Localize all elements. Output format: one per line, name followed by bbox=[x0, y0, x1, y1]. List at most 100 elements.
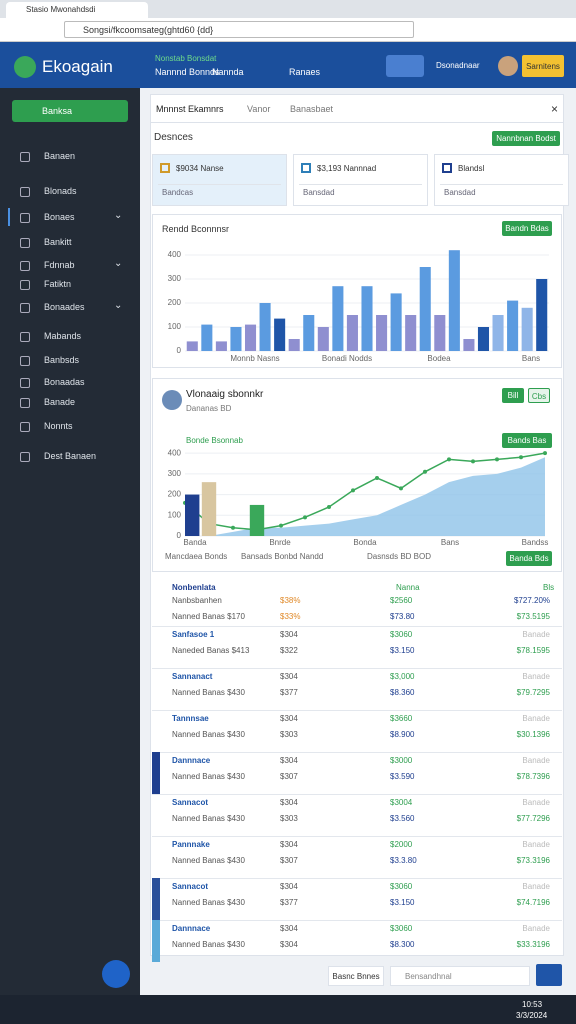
x-tick-label: Monnb Nasns bbox=[230, 354, 279, 363]
sidebar-item[interactable]: Bonaadas bbox=[44, 377, 85, 387]
action-button[interactable]: Sarnitens bbox=[522, 55, 564, 77]
user-name[interactable]: Dsonadnaar bbox=[436, 61, 480, 70]
bar bbox=[536, 279, 548, 351]
bar bbox=[434, 315, 446, 351]
table-cell: $304 bbox=[280, 840, 298, 849]
table-cell: Dannnace bbox=[172, 924, 211, 933]
table-cell: $3060 bbox=[390, 924, 413, 933]
table-header: Bls bbox=[543, 583, 555, 592]
fab[interactable] bbox=[102, 960, 130, 988]
chart-button[interactable]: Bill bbox=[502, 388, 524, 403]
chart-footer: Mancdaea Bonds bbox=[165, 552, 227, 561]
x-tick-label: Bans bbox=[522, 354, 540, 363]
x-tick-label: Bonda bbox=[353, 538, 377, 547]
point bbox=[519, 455, 523, 460]
bar bbox=[376, 315, 388, 351]
sidebar bbox=[0, 88, 140, 995]
nav-caption: Nonstab Bonsdat bbox=[155, 54, 217, 63]
point bbox=[423, 469, 427, 474]
x-tick-label: Bnrde bbox=[269, 538, 291, 547]
x-tick-label: Bodea bbox=[427, 354, 451, 363]
point bbox=[447, 457, 451, 462]
card-search[interactable]: Bansdad bbox=[440, 184, 563, 200]
sidebar-icon bbox=[20, 452, 30, 462]
sidebar-icon bbox=[20, 213, 30, 223]
section-title: Desnces bbox=[154, 132, 193, 143]
bar bbox=[230, 327, 242, 351]
clock-time: 10:53 bbox=[522, 1000, 543, 1009]
bar bbox=[361, 286, 373, 351]
sidebar-item[interactable]: Bonaes bbox=[44, 212, 75, 222]
tab[interactable]: Mnnnst Ekamnrs bbox=[156, 104, 224, 114]
y-tick-label: 100 bbox=[168, 322, 182, 331]
chevron: ⌄ bbox=[114, 210, 123, 221]
bar bbox=[332, 286, 344, 351]
table-cell: $3060 bbox=[390, 882, 413, 891]
sidebar-item[interactable]: Dest Banaen bbox=[44, 451, 97, 461]
sidebar-item[interactable]: Fdnnab bbox=[44, 260, 75, 270]
nav-link[interactable]: Nannda bbox=[212, 67, 244, 77]
sidebar-item[interactable]: Bonaades bbox=[44, 302, 85, 312]
area-chart: 0 100 200 300 400 Banda Bnrde Bonda Bans Bandss Ma… bbox=[165, 448, 548, 561]
taskbar bbox=[0, 995, 576, 1024]
nav-link[interactable]: Nannnd Bonnds bbox=[155, 67, 220, 77]
table-cell: $3004 bbox=[390, 798, 413, 807]
y-tick-label: 0 bbox=[177, 531, 182, 540]
sidebar-item[interactable]: Banbsds bbox=[44, 355, 80, 365]
tab[interactable]: Banasbaet bbox=[290, 104, 334, 114]
chart-button[interactable]: Cbs bbox=[528, 388, 550, 403]
sidebar-item[interactable]: Bankitt bbox=[44, 237, 72, 247]
sidebar-button[interactable]: Banksa bbox=[12, 100, 128, 122]
close-icon[interactable]: × bbox=[551, 102, 559, 116]
bar bbox=[249, 504, 265, 536]
bar bbox=[346, 315, 358, 351]
x-tick-label: Bans bbox=[441, 538, 459, 547]
point bbox=[327, 505, 331, 509]
sidebar-item[interactable]: Nonnts bbox=[44, 421, 73, 431]
icon-button[interactable] bbox=[386, 55, 424, 77]
bar bbox=[477, 327, 490, 351]
footer-button[interactable]: Basnc Bnnes bbox=[328, 966, 384, 986]
table-cell: $304 bbox=[280, 756, 298, 765]
logo: Ekoagain bbox=[42, 57, 113, 76]
card-search[interactable]: Bandcas bbox=[158, 184, 281, 200]
avatar[interactable] bbox=[498, 56, 518, 76]
bar bbox=[288, 339, 300, 351]
bar bbox=[244, 324, 257, 351]
clock-date: 3/3/2024 bbox=[516, 1011, 548, 1020]
table-cell: Nanned Banas $430 bbox=[172, 856, 245, 865]
table-cell: Pannnake bbox=[172, 840, 210, 849]
table-cell: $8.360 bbox=[390, 688, 415, 697]
address-bar[interactable]: Songsi/fkcoomsateg(ghtd60 {dd} bbox=[64, 21, 414, 38]
chart-button[interactable]: Bandn Bdas bbox=[502, 221, 552, 236]
chart-button[interactable]: Banda Bds bbox=[506, 551, 552, 566]
browser-tab[interactable]: Stasio Mwonahdsdi bbox=[6, 2, 148, 18]
table-cell: $307 bbox=[280, 772, 298, 781]
sidebar-icon bbox=[20, 261, 30, 271]
card-search[interactable]: Bansdad bbox=[299, 184, 422, 200]
sidebar-item[interactable]: Blonads bbox=[44, 186, 77, 196]
table-cell: $78.7396 bbox=[516, 772, 550, 781]
sidebar-item[interactable]: Banaen bbox=[44, 151, 76, 161]
footer-icon-button[interactable] bbox=[536, 964, 562, 986]
section-button[interactable]: Nannbnan Bodst bbox=[492, 131, 560, 146]
bar bbox=[448, 250, 460, 351]
card-title: $9034 Nanse bbox=[176, 164, 224, 173]
card-icon bbox=[442, 163, 452, 173]
table-cell: $73.5195 bbox=[516, 612, 550, 621]
tab[interactable]: Vanor bbox=[247, 104, 271, 114]
profile-name: Vlonaaig sbonnkr bbox=[186, 389, 264, 400]
row-accent bbox=[152, 878, 160, 920]
chart-button[interactable]: Bands Bas bbox=[502, 433, 552, 448]
card-icon bbox=[160, 163, 170, 173]
sidebar-item[interactable]: Fatiktn bbox=[44, 279, 72, 289]
nav-link[interactable]: Ranaes bbox=[289, 67, 321, 77]
card-title: Blandsl bbox=[458, 164, 485, 173]
row-divider bbox=[152, 836, 562, 837]
footer-search[interactable]: Bensandhnal bbox=[390, 966, 530, 986]
sidebar-icon bbox=[20, 187, 30, 197]
sidebar-item[interactable]: Mabands bbox=[44, 331, 82, 341]
bar bbox=[463, 339, 475, 351]
bar bbox=[259, 303, 271, 351]
sidebar-item[interactable]: Banade bbox=[44, 397, 76, 407]
